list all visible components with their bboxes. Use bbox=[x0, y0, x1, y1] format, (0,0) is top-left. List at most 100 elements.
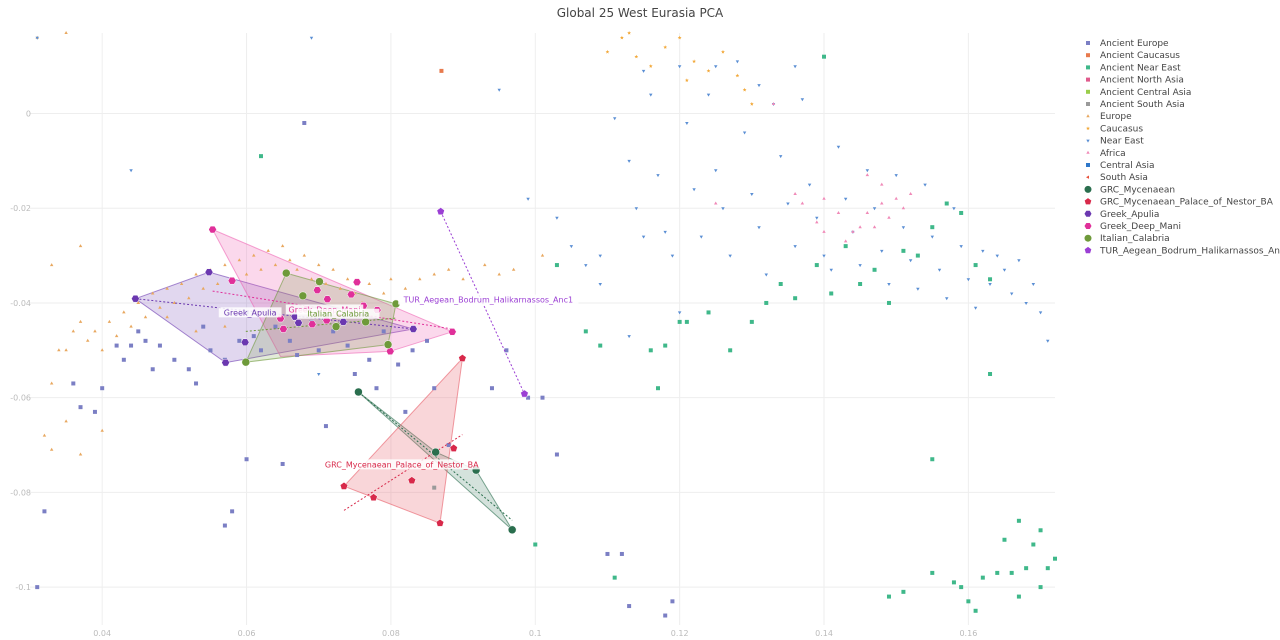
legend-marker bbox=[1086, 163, 1090, 167]
point-ancient-europe bbox=[663, 613, 668, 618]
point-italian-calabria bbox=[383, 340, 393, 349]
point-africa bbox=[800, 201, 805, 205]
legend-item-ancient-europe[interactable]: Ancient Europe bbox=[1086, 39, 1169, 49]
x-tick-label: 0.08 bbox=[382, 629, 400, 638]
background-points bbox=[35, 31, 1057, 618]
point-europe bbox=[511, 267, 516, 271]
point-near-east bbox=[973, 306, 978, 310]
trend-italian-calabria bbox=[245, 317, 397, 332]
point-europe bbox=[71, 329, 75, 333]
point-europe bbox=[317, 263, 321, 267]
legend-item-italian-calabria[interactable]: Italian_Calabria bbox=[1084, 234, 1170, 244]
legend-item-near-east[interactable]: Near East bbox=[1086, 137, 1144, 147]
point-near-east bbox=[35, 36, 39, 40]
point-caucasus bbox=[706, 68, 711, 73]
point-ancient-europe bbox=[136, 329, 141, 334]
point-near-east bbox=[692, 188, 696, 192]
point-ancient-europe bbox=[295, 353, 300, 358]
point-italian-calabria bbox=[331, 322, 341, 331]
x-tick-label: 0.14 bbox=[815, 629, 833, 638]
point-africa bbox=[771, 102, 776, 105]
point-tur-aegean-bodrum-halikarnassos-anc1 bbox=[436, 207, 445, 216]
legend-item-africa[interactable]: Africa bbox=[1086, 149, 1126, 159]
point-europe bbox=[122, 310, 126, 314]
legend-item-central-asia[interactable]: Central Asia bbox=[1086, 161, 1155, 171]
legend-item-grc-mycenaean-palace-of-nestor-ba[interactable]: GRC_Mycenaean_Palace_of_Nestor_BA bbox=[1084, 198, 1274, 208]
legend-item-ancient-north-asia[interactable]: Ancient North Asia bbox=[1086, 76, 1184, 86]
legend-marker bbox=[1086, 53, 1090, 58]
point-africa bbox=[872, 225, 877, 229]
point-grc-mycenaean-palace-of-nestor-ba bbox=[407, 476, 416, 485]
legend-item-caucasus[interactable]: Caucasus bbox=[1086, 124, 1143, 134]
point-ancient-europe bbox=[143, 338, 148, 343]
point-africa bbox=[836, 211, 841, 214]
point-ancient-europe bbox=[396, 362, 401, 367]
x-tick-label: 0.16 bbox=[959, 629, 977, 638]
point-europe bbox=[324, 282, 328, 285]
point-europe bbox=[86, 338, 90, 342]
point-greek-deep-mani bbox=[279, 325, 288, 333]
point-ancient-near-east bbox=[944, 201, 949, 206]
point-near-east bbox=[317, 373, 321, 376]
point-europe bbox=[57, 348, 61, 352]
point-near-east bbox=[677, 65, 682, 69]
point-ancient-europe bbox=[323, 424, 328, 429]
point-ancient-near-east bbox=[778, 282, 783, 287]
point-near-east bbox=[981, 249, 985, 253]
point-africa bbox=[865, 211, 870, 214]
legend-marker bbox=[1086, 77, 1090, 82]
legend-item-ancient-central-asia[interactable]: Ancient Central Asia bbox=[1086, 88, 1191, 98]
annotation-italian-calabria: Italian_Calabria bbox=[307, 310, 369, 319]
point-europe bbox=[114, 334, 119, 338]
legend-item-ancient-south-asia[interactable]: Ancient South Asia bbox=[1086, 100, 1185, 110]
legend-item-grc-mycenaean[interactable]: GRC_Mycenaean bbox=[1084, 185, 1176, 195]
point-greek-apulia bbox=[294, 319, 303, 327]
point-africa bbox=[894, 196, 898, 200]
legend-item-greek-apulia[interactable]: Greek_Apulia bbox=[1084, 210, 1160, 220]
legend-label: Ancient Central Asia bbox=[1100, 88, 1191, 98]
point-ancient-europe bbox=[446, 443, 451, 448]
point-near-east bbox=[959, 245, 963, 249]
point-near-east bbox=[966, 278, 971, 282]
point-near-east bbox=[872, 207, 877, 211]
trend-grc-mycenaean-palace-of-nestor-ba bbox=[343, 434, 463, 511]
point-ancient-near-east bbox=[663, 343, 668, 348]
legend-item-ancient-near-east[interactable]: Ancient Near East bbox=[1086, 63, 1181, 73]
legend-item-europe[interactable]: Europe bbox=[1086, 112, 1132, 122]
point-greek-apulia bbox=[204, 268, 214, 276]
point-africa bbox=[865, 173, 870, 177]
point-near-east bbox=[598, 283, 602, 286]
point-near-east bbox=[555, 216, 559, 220]
point-ancient-europe bbox=[230, 509, 235, 514]
point-ancient-europe bbox=[403, 409, 408, 414]
legend-item-tur-aegean-bodrum-halikarnassos-anc1[interactable]: TUR_Aegean_Bodrum_Halikarnassos_Anc1 bbox=[1084, 246, 1280, 256]
point-near-east bbox=[721, 207, 725, 211]
point-ancient-europe bbox=[186, 367, 191, 372]
point-caucasus bbox=[692, 59, 696, 63]
point-africa bbox=[858, 225, 862, 229]
legend-item-ancient-caucasus[interactable]: Ancient Caucasus bbox=[1086, 51, 1180, 61]
point-ancient-europe bbox=[670, 599, 675, 604]
point-ancient-europe bbox=[605, 551, 610, 556]
point-ancient-near-east bbox=[598, 343, 603, 348]
point-greek-deep-mani bbox=[323, 295, 332, 303]
x-tick-label: 0.04 bbox=[93, 629, 111, 638]
point-ancient-near-east bbox=[1038, 585, 1043, 590]
point-ancient-europe bbox=[172, 357, 177, 362]
point-ancient-europe bbox=[258, 348, 263, 353]
legend-item-greek-deep-mani[interactable]: Greek_Deep_Mani bbox=[1084, 222, 1181, 232]
point-near-east bbox=[901, 226, 906, 230]
point-europe bbox=[497, 272, 501, 276]
point-tur-aegean-bodrum-halikarnassos-anc1 bbox=[520, 389, 529, 398]
point-ancient-europe bbox=[92, 409, 97, 414]
point-ancient-near-east bbox=[583, 329, 588, 334]
point-africa bbox=[908, 192, 913, 195]
legend-label: South Asia bbox=[1100, 173, 1148, 183]
point-near-east bbox=[916, 287, 920, 291]
point-ancient-near-east bbox=[677, 319, 682, 324]
group-points bbox=[131, 207, 529, 535]
point-ancient-near-east bbox=[901, 589, 906, 594]
legend-item-south-asia[interactable]: South Asia bbox=[1086, 173, 1148, 183]
point-near-east bbox=[908, 259, 913, 263]
point-ancient-near-east bbox=[1016, 518, 1021, 523]
